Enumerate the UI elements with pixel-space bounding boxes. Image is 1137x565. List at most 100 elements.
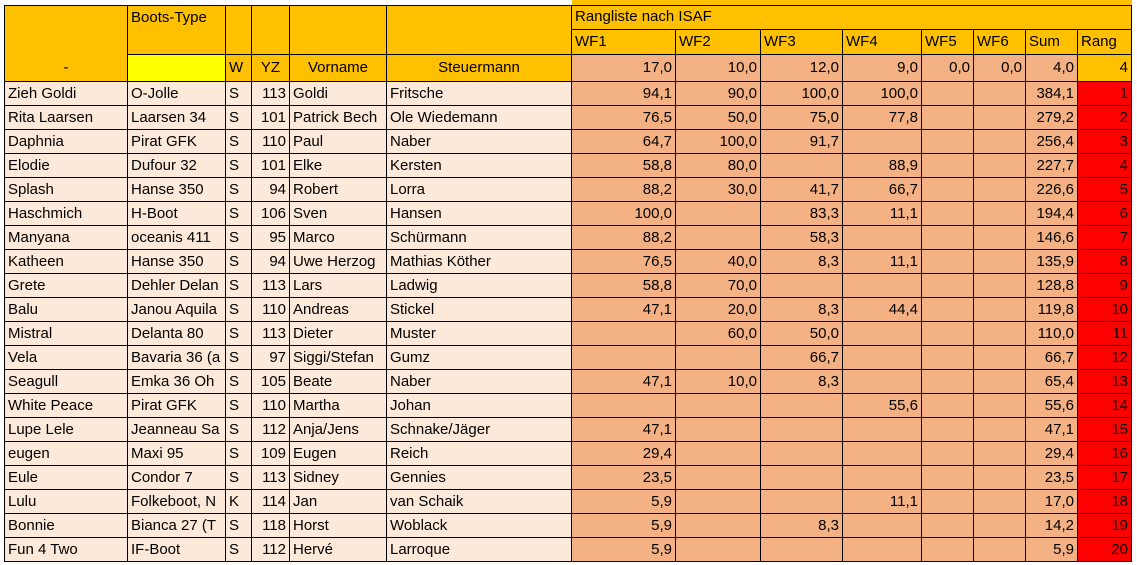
steuermann-cell[interactable]: Stickel	[386, 297, 572, 322]
boat-name-cell[interactable]: Rita Laarsen	[4, 105, 128, 130]
wf3-cell[interactable]	[760, 537, 843, 562]
boat-name-cell[interactable]: Vela	[4, 345, 128, 370]
boat-type-cell[interactable]: Pirat GFK	[127, 129, 226, 154]
wf6-cell[interactable]	[973, 81, 1026, 106]
vorname-cell[interactable]: Siggi/Stefan	[289, 345, 387, 370]
wf5-cell[interactable]	[921, 153, 974, 178]
wf5-cell[interactable]	[921, 297, 974, 322]
vorname-cell[interactable]: Patrick Bech	[289, 105, 387, 130]
rang-cell[interactable]: 4	[1077, 153, 1132, 178]
wf2-cell[interactable]: 30,0	[675, 177, 761, 202]
vorname-cell[interactable]: Horst	[289, 513, 387, 538]
wf2-cell[interactable]: 20,0	[675, 297, 761, 322]
header-rang[interactable]: Rang	[1077, 29, 1132, 55]
sum-cell[interactable]: 23,5	[1025, 465, 1078, 490]
sum-cell[interactable]: 65,4	[1025, 369, 1078, 394]
rang-cell[interactable]: 7	[1077, 225, 1132, 250]
wf5-cell[interactable]	[921, 441, 974, 466]
wf2-cell[interactable]	[675, 393, 761, 418]
steuermann-cell[interactable]: Schnake/Jäger	[386, 417, 572, 442]
boat-type-cell[interactable]: oceanis 411	[127, 225, 226, 250]
wf1-cell[interactable]: 47,1	[571, 369, 676, 394]
wf4-cell[interactable]: 11,1	[842, 201, 922, 226]
boat-type-cell[interactable]: O-Jolle	[127, 81, 226, 106]
sum-cell[interactable]: 279,2	[1025, 105, 1078, 130]
wf3-cell[interactable]: 8,3	[760, 513, 843, 538]
yz-cell[interactable]: 118	[251, 513, 290, 538]
sum-cell[interactable]: 119,8	[1025, 297, 1078, 322]
wf5-cell[interactable]	[921, 177, 974, 202]
steuermann-cell[interactable]: Gumz	[386, 345, 572, 370]
yz-cell[interactable]: 94	[251, 177, 290, 202]
wf1-cell[interactable]: 47,1	[571, 297, 676, 322]
yz-cell[interactable]: 113	[251, 465, 290, 490]
yz-cell[interactable]: 105	[251, 369, 290, 394]
wf3-cell[interactable]	[760, 393, 843, 418]
boat-name-cell[interactable]: White Peace	[4, 393, 128, 418]
wf3-cell[interactable]: 58,3	[760, 225, 843, 250]
steuermann-cell[interactable]: Gennies	[386, 465, 572, 490]
steuermann-cell[interactable]: Mathias Köther	[386, 249, 572, 274]
wf3-cell[interactable]: 75,0	[760, 105, 843, 130]
header-wf3[interactable]: WF3	[760, 29, 843, 55]
boat-type-cell[interactable]: Pirat GFK	[127, 393, 226, 418]
wf2-cell[interactable]: 60,0	[675, 321, 761, 346]
steuermann-cell[interactable]: Ladwig	[386, 273, 572, 298]
wf1-cell[interactable]: 23,5	[571, 465, 676, 490]
max-wf5[interactable]: 0,0	[921, 54, 974, 82]
yz-cell[interactable]: 97	[251, 345, 290, 370]
wf3-cell[interactable]	[760, 153, 843, 178]
boat-type-cell[interactable]: Laarsen 34	[127, 105, 226, 130]
wf5-cell[interactable]	[921, 273, 974, 298]
w-cell[interactable]: S	[225, 105, 252, 130]
w-cell[interactable]: S	[225, 345, 252, 370]
wf4-cell[interactable]	[842, 369, 922, 394]
header-steuermann[interactable]: Steuermann	[386, 54, 572, 82]
max-wf3[interactable]: 12,0	[760, 54, 843, 82]
header-vorname[interactable]: Vorname	[289, 54, 387, 82]
boat-type-cell[interactable]: Bavaria 36 (a	[127, 345, 226, 370]
wf6-cell[interactable]	[973, 417, 1026, 442]
yz-cell[interactable]: 101	[251, 153, 290, 178]
wf6-cell[interactable]	[973, 321, 1026, 346]
boat-name-cell[interactable]: Manyana	[4, 225, 128, 250]
wf5-cell[interactable]	[921, 393, 974, 418]
wf1-cell[interactable]: 88,2	[571, 225, 676, 250]
yz-cell[interactable]: 95	[251, 225, 290, 250]
w-cell[interactable]: S	[225, 249, 252, 274]
wf1-cell[interactable]	[571, 393, 676, 418]
boat-name-cell[interactable]: Elodie	[4, 153, 128, 178]
w-cell[interactable]: S	[225, 177, 252, 202]
sum-cell[interactable]: 17,0	[1025, 489, 1078, 514]
boat-name-cell[interactable]: Lupe Lele	[4, 417, 128, 442]
boat-type-cell[interactable]: Dufour 32	[127, 153, 226, 178]
rang-cell[interactable]: 20	[1077, 537, 1132, 562]
wf6-cell[interactable]	[973, 369, 1026, 394]
boat-type-filter-cell[interactable]	[127, 54, 226, 82]
boat-name-cell[interactable]: Zieh Goldi	[4, 81, 128, 106]
wf5-cell[interactable]	[921, 513, 974, 538]
wf5-cell[interactable]	[921, 417, 974, 442]
wf5-cell[interactable]	[921, 201, 974, 226]
wf6-cell[interactable]	[973, 345, 1026, 370]
max-sum[interactable]: 4,0	[1025, 54, 1078, 82]
sum-cell[interactable]: 226,6	[1025, 177, 1078, 202]
wf3-cell[interactable]	[760, 489, 843, 514]
w-cell[interactable]: S	[225, 393, 252, 418]
vorname-cell[interactable]: Goldi	[289, 81, 387, 106]
wf6-cell[interactable]	[973, 129, 1026, 154]
w-cell[interactable]: S	[225, 417, 252, 442]
boat-type-cell[interactable]: Hanse 350	[127, 249, 226, 274]
wf1-cell[interactable]: 76,5	[571, 249, 676, 274]
sum-cell[interactable]: 227,7	[1025, 153, 1078, 178]
wf1-cell[interactable]: 58,8	[571, 273, 676, 298]
wf2-cell[interactable]	[675, 441, 761, 466]
boat-name-cell[interactable]: Bonnie	[4, 513, 128, 538]
header-w[interactable]: W	[225, 54, 252, 82]
vorname-cell[interactable]: Beate	[289, 369, 387, 394]
wf4-cell[interactable]	[842, 537, 922, 562]
header-yz[interactable]: YZ	[251, 54, 290, 82]
wf2-cell[interactable]: 90,0	[675, 81, 761, 106]
boat-name-cell[interactable]: Seagull	[4, 369, 128, 394]
vorname-cell[interactable]: Sven	[289, 201, 387, 226]
